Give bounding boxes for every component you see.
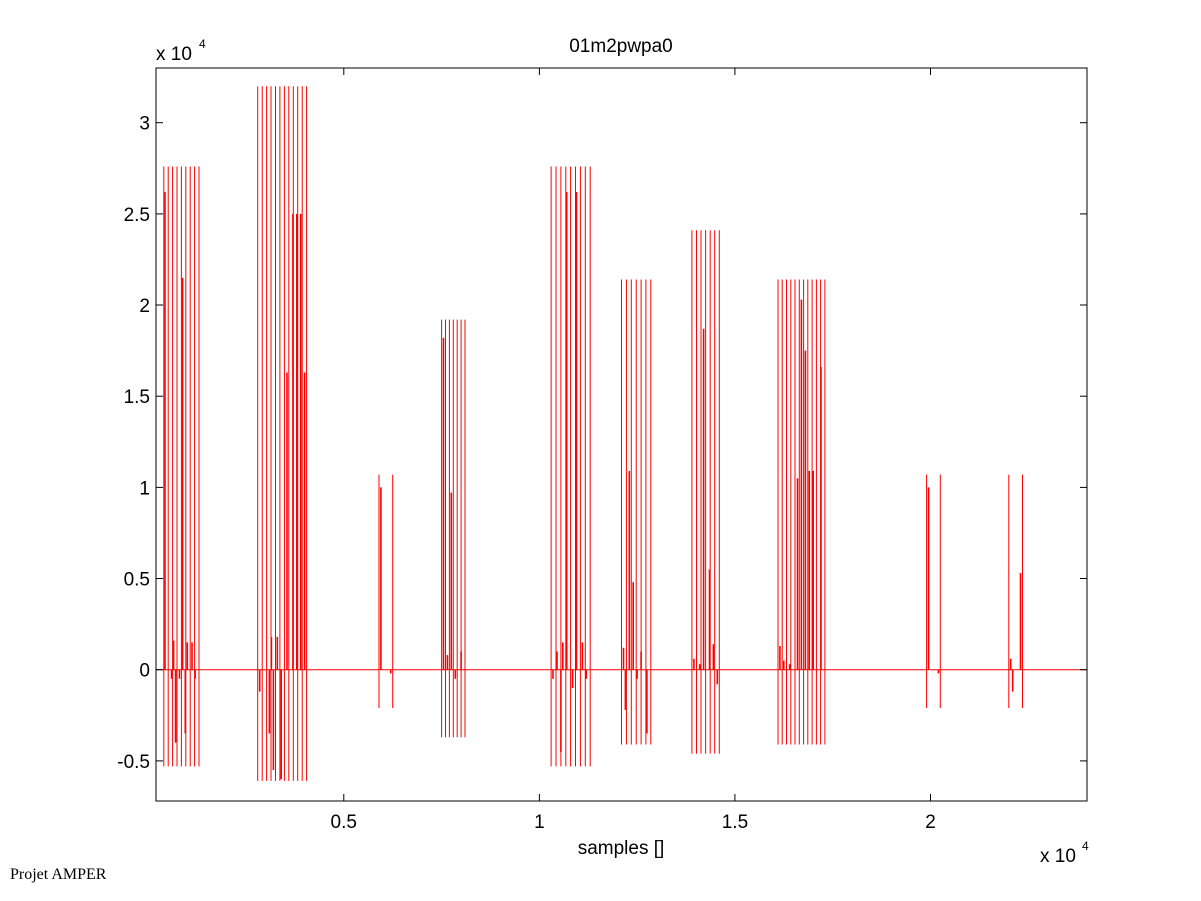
x-multiplier-exponent: 4 xyxy=(1082,839,1089,853)
x-tick-label: 1.5 xyxy=(722,812,748,833)
y-ticks: -0.5 0 0.5 1 1.5 2 2.5 3 xyxy=(117,114,1087,773)
y-tick-label: 1.5 xyxy=(124,387,150,408)
y-tick-label: 1 xyxy=(139,478,150,499)
x-tick-label: 2 xyxy=(925,812,936,833)
x-multiplier-base: x 10 xyxy=(1040,846,1076,867)
y-tick-label: -0.5 xyxy=(117,752,150,773)
y-multiplier-base: x 10 xyxy=(156,44,192,65)
y-multiplier-exponent: 4 xyxy=(199,37,206,51)
y-tick-label: 2.5 xyxy=(124,205,150,226)
y-tick-label: 0 xyxy=(139,661,150,682)
y-tick-label: 0.5 xyxy=(124,570,150,591)
x-multiplier: x 10 4 xyxy=(1040,839,1089,867)
y-tick-label: 2 xyxy=(139,296,150,317)
footer-label: Projet AMPER xyxy=(10,866,107,883)
x-tick-label: 0.5 xyxy=(331,812,357,833)
plot-traces xyxy=(156,86,1087,781)
y-multiplier: x 10 4 xyxy=(156,37,206,65)
chart-title: 01m2pwpa0 xyxy=(569,36,673,57)
y-tick-label: 3 xyxy=(139,114,150,135)
x-ticks: 0.5 1 1.5 2 xyxy=(331,68,936,833)
x-tick-label: 1 xyxy=(534,812,545,833)
x-axis-label: samples [] xyxy=(578,838,665,859)
axes-box xyxy=(155,67,1088,802)
